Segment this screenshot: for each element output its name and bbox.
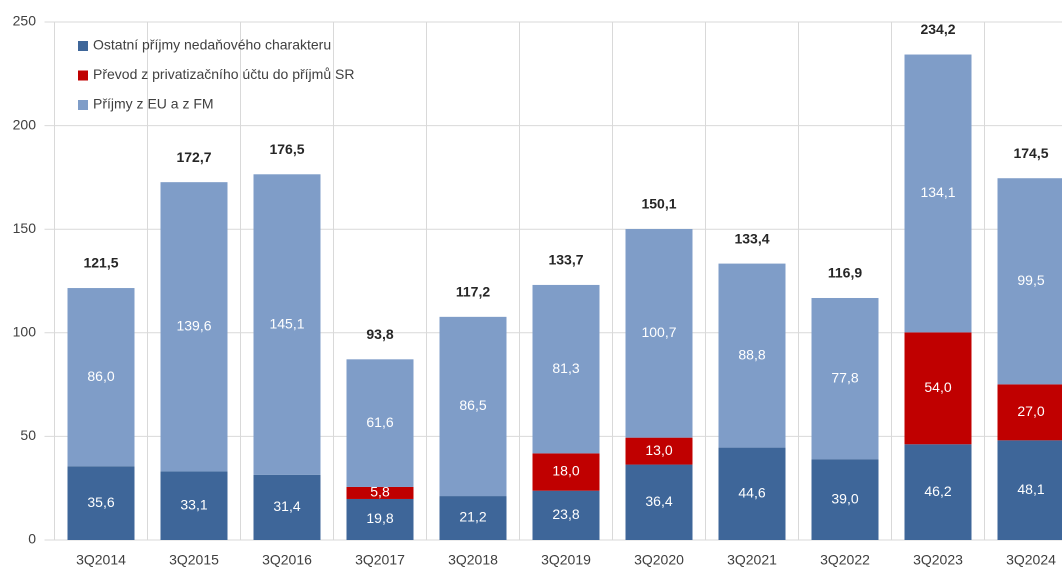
- value-label: 86,0: [87, 368, 114, 384]
- x-tick-label: 3Q2023: [913, 552, 963, 568]
- value-label: 77,8: [831, 369, 858, 385]
- y-tick-label: 50: [20, 427, 36, 443]
- bar-segment: [532, 453, 600, 491]
- x-tick-label: 3Q2024: [1006, 552, 1056, 568]
- bar-segment: [253, 174, 321, 475]
- legend-swatch: [78, 70, 88, 81]
- value-label: 13,0: [645, 442, 672, 458]
- bar-segment: [904, 444, 972, 540]
- value-label: 44,6: [738, 484, 765, 500]
- bar-segment: [253, 474, 321, 540]
- bar-segment: [346, 498, 414, 540]
- value-label: 19,8: [366, 510, 393, 526]
- bar-segment: [160, 471, 228, 540]
- bar-segment: [997, 178, 1062, 385]
- value-label: 100,7: [641, 324, 676, 340]
- bar-segment: [346, 359, 414, 487]
- x-tick-label: 3Q2014: [76, 552, 126, 568]
- bar-segment: [625, 437, 693, 465]
- bar-segment: [439, 316, 507, 497]
- x-tick-label: 3Q2016: [262, 552, 312, 568]
- value-label: 86,5: [459, 397, 486, 413]
- legend-label: Ostatní příjmy nedaňového charakteru: [93, 37, 331, 53]
- value-label: 54,0: [924, 379, 951, 395]
- bar-segment: [718, 447, 786, 540]
- bar-segment: [532, 490, 600, 540]
- value-label: 35,6: [87, 494, 114, 510]
- value-label: 134,1: [920, 184, 955, 200]
- bar-segment: [67, 466, 135, 540]
- value-label: 145,1: [269, 315, 304, 331]
- legend-swatch: [78, 41, 88, 51]
- x-tick-label: 3Q2018: [448, 552, 498, 568]
- value-label: 36,4: [645, 493, 672, 509]
- bar-segment: [904, 54, 972, 333]
- value-label: 48,1: [1017, 481, 1044, 497]
- bar-segment: [160, 182, 228, 472]
- value-label: 18,0: [552, 463, 579, 479]
- total-label: 93,8: [366, 326, 393, 342]
- total-label: 176,5: [269, 141, 304, 157]
- total-label: 174,5: [1013, 145, 1048, 161]
- total-label: 133,7: [548, 252, 583, 268]
- value-label: 23,8: [552, 506, 579, 522]
- bar-segment: [532, 284, 600, 454]
- y-tick-label: 100: [13, 324, 37, 340]
- bar-segment: [625, 228, 693, 438]
- legend-swatch: [78, 100, 88, 110]
- total-label: 234,2: [920, 21, 955, 37]
- y-tick-label: 0: [28, 531, 36, 547]
- bar-segment: [718, 263, 786, 448]
- x-tick-label: 3Q2022: [820, 552, 870, 568]
- y-tick-label: 150: [13, 220, 37, 236]
- bar-segment: [346, 486, 414, 499]
- legend-label: Převod z privatizačního účtu do příjmů S…: [93, 66, 354, 82]
- value-label: 139,6: [176, 317, 211, 333]
- y-tick-label: 250: [13, 13, 37, 29]
- bar-segment: [997, 384, 1062, 441]
- bar-segment: [625, 464, 693, 540]
- bar-segment: [997, 440, 1062, 540]
- value-label: 21,2: [459, 509, 486, 525]
- y-tick-label: 200: [13, 116, 37, 132]
- bar-segment: [811, 297, 879, 460]
- value-label: 61,6: [366, 414, 393, 430]
- value-label: 99,5: [1017, 272, 1044, 288]
- legend-label: Příjmy z EU a z FM: [93, 96, 214, 112]
- value-label: 46,2: [924, 483, 951, 499]
- value-label: 81,3: [552, 360, 579, 376]
- total-label: 133,4: [734, 230, 769, 246]
- total-label: 121,5: [83, 255, 118, 271]
- bar-segment: [439, 496, 507, 540]
- value-label: 31,4: [273, 498, 300, 514]
- value-label: 39,0: [831, 490, 858, 506]
- total-label: 172,7: [176, 149, 211, 165]
- x-tick-label: 3Q2019: [541, 552, 591, 568]
- value-label: 27,0: [1017, 403, 1044, 419]
- total-label: 117,2: [456, 284, 490, 300]
- total-label: 150,1: [641, 196, 676, 212]
- bar-segment: [904, 332, 972, 445]
- x-tick-label: 3Q2017: [355, 552, 405, 568]
- x-tick-label: 3Q2020: [634, 552, 684, 568]
- total-label: 116,9: [828, 265, 862, 281]
- value-label: 33,1: [180, 496, 207, 512]
- value-label: 88,8: [738, 346, 765, 362]
- x-tick-label: 3Q2015: [169, 552, 219, 568]
- bar-segment: [67, 288, 135, 467]
- x-tick-label: 3Q2021: [727, 552, 777, 568]
- value-label: 5,8: [370, 484, 390, 500]
- bar-segment: [811, 459, 879, 540]
